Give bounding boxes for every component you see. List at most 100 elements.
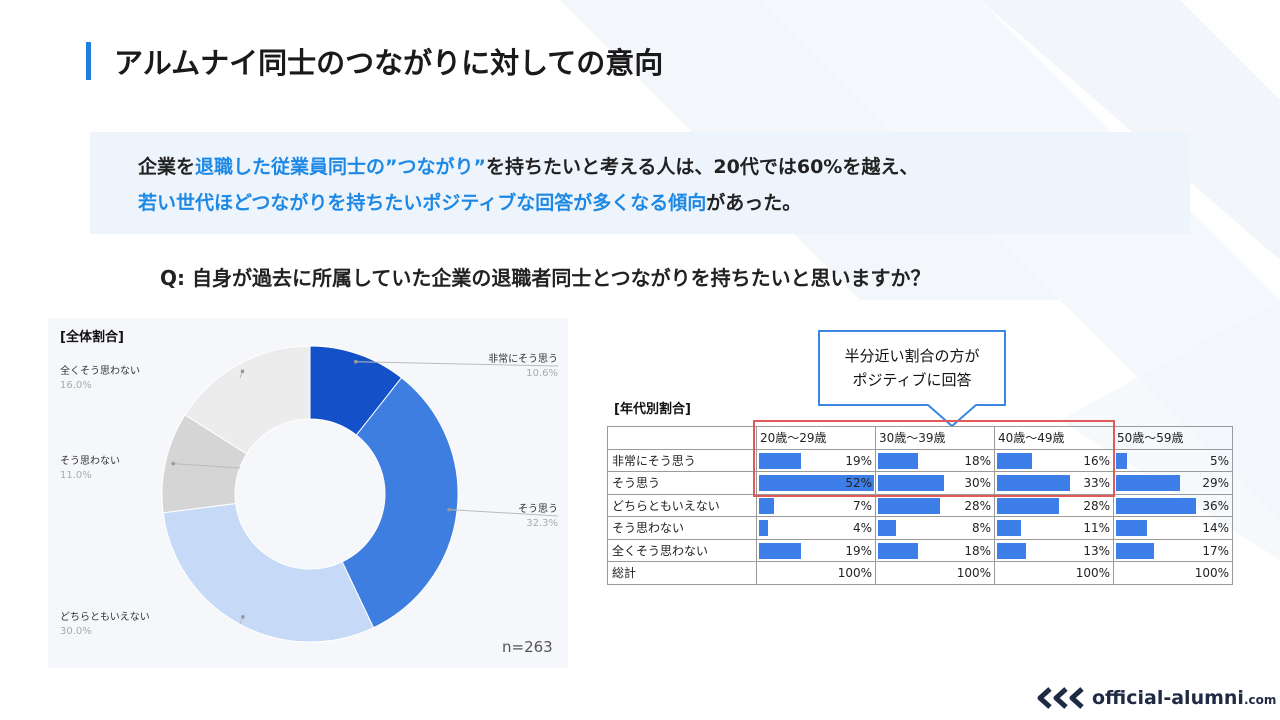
table-row: 全くそう思わない 19% 18% 13% 17% — [607, 538, 1233, 562]
value-bar — [997, 497, 1059, 514]
cell-value: 52% — [845, 476, 872, 490]
table-row: そう思わない 4% 8% 11% 14% — [607, 516, 1233, 540]
value-bar — [997, 542, 1026, 559]
value-bar — [878, 497, 940, 514]
table-cell: 100% — [756, 561, 876, 585]
donut-value-label: 32.3% — [526, 518, 558, 529]
donut-category-label: そう思う — [518, 503, 558, 515]
table-cell: 13% — [994, 538, 1114, 562]
value-bar — [1116, 452, 1128, 469]
total-row: 総計 100% 100% 100% 100% — [607, 561, 1233, 585]
cell-value: 11% — [1083, 521, 1110, 535]
donut-value-label: 11.0% — [60, 470, 92, 481]
summary-line1-segment: 退職した従業員同士の”つながり” — [195, 156, 486, 178]
donut-leader-line — [449, 509, 559, 517]
summary-box: 企業を退職した従業員同士の”つながり”を持ちたいと考える人は、20代では60%を… — [90, 132, 1190, 234]
cell-value: 29% — [1202, 476, 1229, 490]
value-bar — [997, 452, 1033, 469]
summary-line1-segment: 企業を — [138, 156, 196, 178]
table-cell: 28% — [994, 493, 1114, 517]
cell-value: 18% — [964, 543, 991, 558]
row-label: どちらともいえない — [607, 493, 757, 517]
summary-line2-segment: があった。 — [706, 192, 802, 214]
summary-line-1: 企業を退職した従業員同士の”つながり”を持ちたいと考える人は、20代では60%を… — [138, 152, 918, 179]
cell-value: 5% — [1209, 453, 1229, 468]
value-bar — [1116, 520, 1147, 536]
title-accent-bar — [86, 42, 91, 80]
table-cell: 14% — [1113, 516, 1233, 540]
table-row: 非常にそう思う 19% 18% 16% 5% — [607, 448, 1233, 472]
value-bar — [878, 520, 896, 536]
age-group-label: [年代別割合] — [614, 402, 691, 417]
row-label: 総計 — [607, 561, 757, 585]
callout-line-2: ポジティブに回答 — [852, 371, 972, 389]
donut-leader-line — [355, 361, 559, 367]
brand-logo-text: official-alumni.com — [1092, 685, 1276, 713]
donut-category-label: どちらともいえない — [60, 611, 150, 623]
cell-value: 100% — [956, 566, 991, 580]
sample-size-label: n=263 — [502, 638, 553, 656]
cell-value: 17% — [1202, 543, 1229, 558]
table-cell: 28% — [875, 493, 995, 517]
table-cell: 11% — [994, 516, 1114, 540]
summary-line2-segment: 若い世代ほどつながりを持ちたいポジティブな回答が多くなる傾向 — [138, 192, 707, 214]
table-cell: 17% — [1113, 538, 1233, 562]
table-cell: 4% — [756, 516, 876, 540]
donut-category-label: そう思わない — [60, 455, 120, 467]
donut-category-label: 非常にそう思う — [488, 352, 558, 365]
summary-line-2: 若い世代ほどつながりを持ちたいポジティブな回答が多くなる傾向があった。 — [138, 188, 801, 215]
table-cell: 29% — [1113, 471, 1233, 495]
age-group-table: 20歳〜29歳 30歳〜39歳 40歳〜49歳 50歳〜59歳 非常にそう思う 19% 18… — [607, 426, 1233, 585]
cell-value: 18% — [964, 453, 991, 468]
row-label: そう思う — [607, 471, 757, 495]
table-cell: 8% — [875, 516, 995, 540]
value-bar — [997, 520, 1022, 536]
donut-slice — [341, 376, 459, 629]
donut-slice — [184, 345, 311, 455]
donut-value-label: 16.0% — [60, 380, 92, 391]
overall-label: [全体割合] — [60, 330, 124, 345]
value-bar — [878, 452, 918, 469]
column-header: 30歳〜39歳 — [875, 426, 995, 450]
donut-value-label: 30.0% — [60, 626, 92, 637]
value-bar — [878, 542, 918, 559]
callout-tail — [927, 404, 977, 428]
table-row: そう思う 52% 30% 33% 29% — [607, 471, 1233, 495]
table-cell: 19% — [756, 538, 876, 562]
summary-line1-segment: を持ちたいと考える人は、20代では60%を越え、 — [486, 156, 919, 178]
cell-value: 19% — [845, 543, 872, 558]
table-cell: 18% — [875, 538, 995, 562]
donut-leader-dot — [241, 615, 245, 619]
value-bar — [1116, 497, 1196, 514]
value-bar — [1116, 475, 1181, 491]
brand-logo: official-alumni.com — [1034, 685, 1276, 711]
table-cell: 100% — [1113, 561, 1233, 585]
value-bar — [878, 475, 945, 491]
triple-chevron-left-icon — [1037, 687, 1084, 709]
table-cell: 100% — [875, 561, 995, 585]
table-cell: 33% — [994, 471, 1114, 495]
donut-category-label: 全くそう思わない — [60, 364, 140, 377]
table-cell: 52% — [756, 471, 876, 495]
value-bar — [759, 497, 775, 514]
under-50-highlight-box — [753, 420, 1115, 497]
cell-value: 8% — [971, 521, 991, 535]
donut-leader-dot — [171, 461, 176, 466]
value-bar — [997, 475, 1070, 491]
table-cell: 16% — [994, 448, 1114, 472]
table-cell: 100% — [994, 561, 1114, 585]
donut-leader-dot — [354, 359, 358, 364]
table-corner-cell — [607, 426, 757, 450]
table-cell: 19% — [756, 448, 876, 472]
logo-name: official-alumni — [1092, 687, 1244, 709]
value-bar — [1116, 542, 1154, 559]
cell-value: 16% — [1083, 453, 1110, 468]
question-text: Q: 自身が過去に所属していた企業の退職者同士とつながりを持ちたいと思いますか？ — [160, 266, 931, 290]
table-cell: 7% — [756, 493, 876, 517]
cell-value: 30% — [964, 476, 991, 490]
callout-line-1: 半分近い割合の方が — [844, 347, 980, 365]
donut-leader-dot — [240, 369, 245, 374]
row-label: 非常にそう思う — [607, 448, 757, 472]
donut-leader-dot — [447, 507, 451, 512]
donut-leader-line — [173, 463, 241, 469]
